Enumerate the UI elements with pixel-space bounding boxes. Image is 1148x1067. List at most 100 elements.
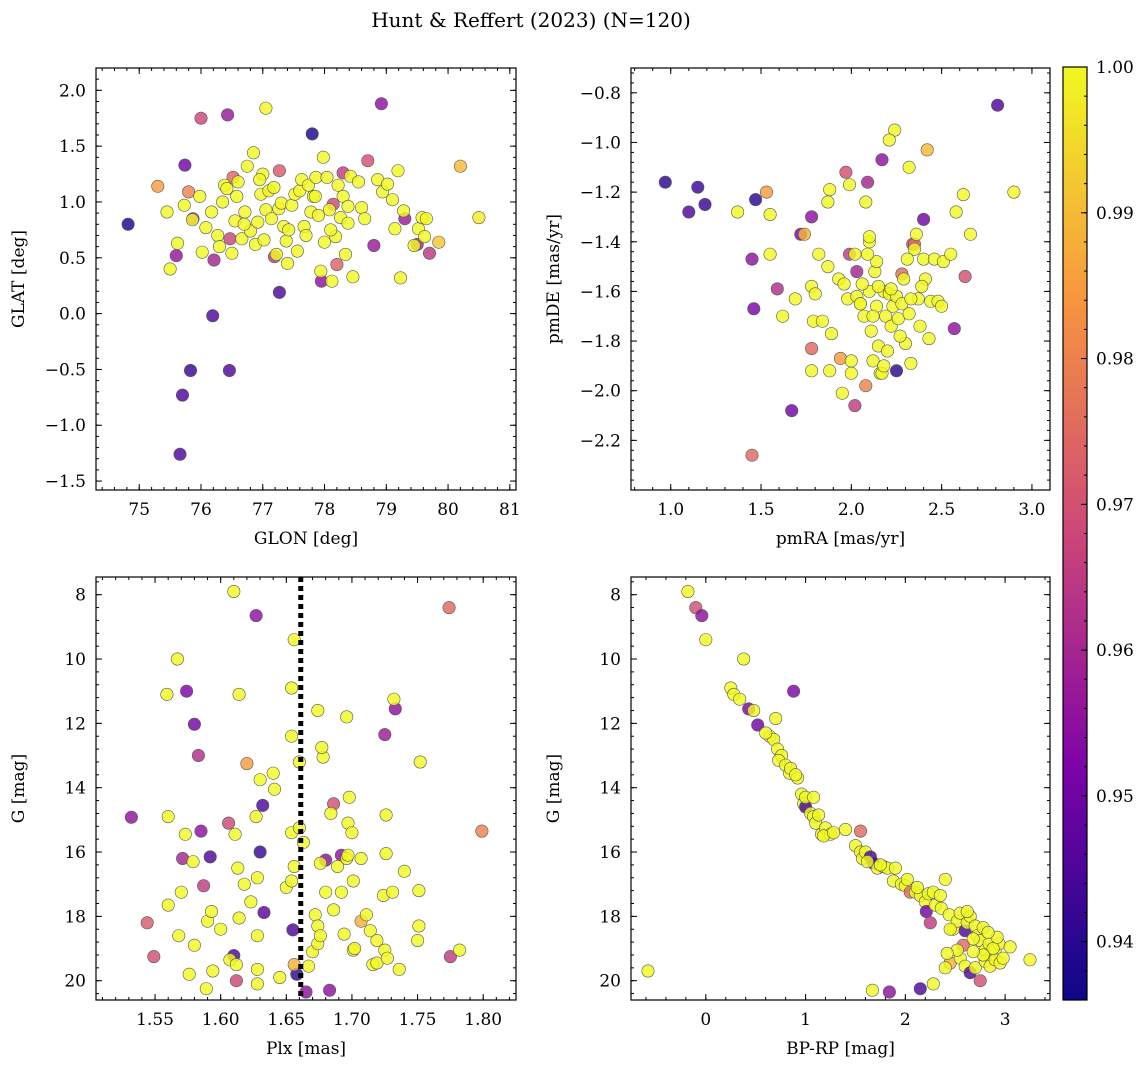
data-point [823, 364, 837, 378]
data-point [285, 681, 299, 695]
data-point [272, 285, 286, 299]
data-point [187, 717, 201, 731]
data-point [330, 859, 344, 873]
data-point [324, 223, 338, 237]
data-point [844, 366, 858, 380]
data-point [324, 806, 338, 820]
scatter-panels: 75 76 77 78 79 80 81−1.5−1.0−0.50.00.51.01.52.… [9, 67, 1051, 1059]
x-tick-label: 1 [800, 1010, 811, 1030]
data-point [178, 158, 192, 172]
data-point [253, 773, 267, 787]
data-point [759, 185, 773, 199]
data-point [812, 247, 826, 261]
x-axis-label: Plx [mas] [266, 1039, 346, 1059]
x-tick-label: 1.80 [464, 1010, 502, 1030]
data-point [751, 718, 765, 732]
data-point [731, 205, 745, 219]
data-point [882, 133, 896, 147]
data-point [216, 195, 230, 209]
data-point [821, 260, 835, 274]
data-point [160, 687, 174, 701]
data-point [747, 302, 761, 316]
data-point [331, 178, 345, 192]
data-point [938, 872, 952, 886]
data-point [305, 127, 319, 141]
data-point [267, 782, 281, 796]
colorbar-tick-label: 0.99 [1096, 204, 1134, 224]
data-point [341, 848, 355, 862]
x-tick-label: 77 [252, 500, 274, 520]
data-point [199, 221, 213, 235]
data-point [185, 213, 199, 227]
axes-frame [95, 576, 517, 1001]
data-point [745, 252, 759, 266]
data-point [865, 983, 879, 997]
x-tick-label: 1.60 [202, 1010, 240, 1030]
data-point [177, 198, 191, 212]
data-point [235, 232, 249, 246]
figure-title: Hunt & Reffert (2023) (N=120) [371, 8, 691, 32]
data-point [238, 205, 252, 219]
colorbar-tick-label: 0.98 [1096, 350, 1134, 370]
data-point [388, 222, 402, 236]
data-point [363, 924, 377, 938]
y-tick-label: 10 [64, 650, 86, 670]
y-tick-label: 16 [599, 843, 621, 863]
data-point [342, 790, 356, 804]
data-point [194, 111, 208, 125]
data-point [309, 170, 323, 184]
data-point [861, 247, 875, 261]
minor-ticks [96, 67, 516, 490]
data-point [472, 211, 486, 225]
y-tick-label: 8 [610, 586, 621, 606]
data-point [351, 175, 365, 189]
data-point [442, 601, 456, 615]
data-point [174, 885, 188, 899]
data-point [788, 292, 802, 306]
data-point [787, 684, 801, 698]
data-point [870, 255, 884, 269]
y-tick-label: 16 [64, 843, 86, 863]
data-point [325, 274, 339, 288]
data-point [203, 850, 217, 864]
data-point [1023, 953, 1037, 967]
data-point [838, 822, 852, 836]
data-point [180, 684, 194, 698]
x-tick-label: 0 [700, 1010, 711, 1030]
data-point [747, 703, 761, 717]
data-point [308, 189, 322, 203]
colorbar-tick-label: 0.97 [1096, 495, 1134, 515]
data-point [864, 324, 878, 338]
y-tick-label: 2.0 [59, 81, 86, 101]
data-point [805, 364, 819, 378]
data-point [259, 101, 273, 115]
data-point [884, 282, 898, 296]
data-point [170, 652, 184, 666]
data-point [853, 297, 867, 311]
data-point [889, 364, 903, 378]
data-point [902, 307, 916, 321]
data-point [909, 227, 923, 241]
minor-ticks [96, 577, 516, 1000]
data-point [862, 230, 876, 244]
data-point [815, 314, 829, 328]
data-point [963, 227, 977, 241]
axes-frame [95, 67, 517, 491]
y-axis-label: G [mag] [9, 754, 29, 823]
data-point [807, 790, 821, 804]
data-point [250, 977, 264, 991]
data-point [853, 824, 867, 838]
data-point [733, 692, 747, 706]
data-point [875, 153, 889, 167]
data-point [860, 855, 874, 869]
data-point [940, 946, 954, 960]
data-point [699, 633, 713, 647]
data-point [267, 181, 281, 195]
data-point [354, 851, 368, 865]
data-point [191, 748, 205, 762]
data-point [913, 982, 927, 996]
data-point [206, 309, 220, 323]
data-point [897, 272, 911, 286]
